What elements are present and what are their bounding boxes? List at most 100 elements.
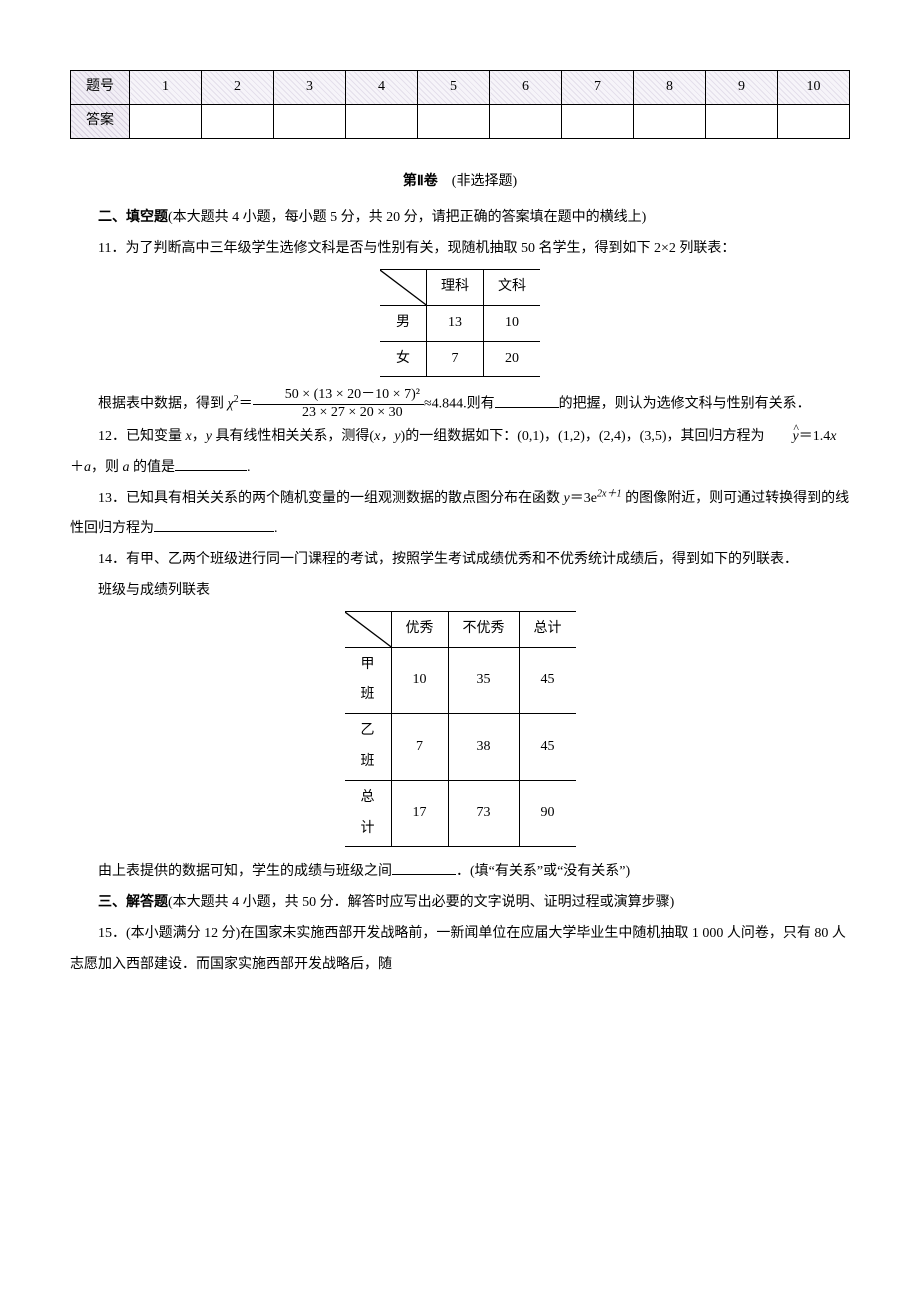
q11-table-cell: 7 bbox=[427, 341, 484, 377]
q11-table-col-1: 理科 bbox=[427, 269, 484, 305]
comma: ， bbox=[192, 429, 206, 444]
period: . bbox=[247, 460, 251, 475]
q14-table-rowlabel: 甲班 bbox=[345, 647, 392, 714]
q11-table: 理科 文科 男 13 10 女 7 20 bbox=[380, 269, 540, 377]
answer-grid-col-7: 7 bbox=[562, 71, 634, 105]
section2-heading: 二、填空题 bbox=[98, 210, 168, 225]
answer-grid-cell bbox=[490, 104, 562, 138]
eq-sign: ＝ bbox=[239, 397, 253, 412]
answer-grid-cell bbox=[418, 104, 490, 138]
answer-grid-col-5: 5 bbox=[418, 71, 490, 105]
q14-table-cell: 38 bbox=[448, 714, 519, 781]
answer-grid-cell bbox=[562, 104, 634, 138]
section3-heading: 三、解答题 bbox=[98, 895, 168, 910]
answer-grid-cell bbox=[778, 104, 850, 138]
q14-tail: 由上表提供的数据可知，学生的成绩与班级之间 ．(填“有关系”或“没有关系”) bbox=[70, 857, 850, 888]
q14-tail-a: 由上表提供的数据可知，学生的成绩与班级之间 bbox=[98, 864, 392, 879]
part2-heading: 第Ⅱ卷 (非选择题) bbox=[70, 167, 850, 198]
answer-grid-cell bbox=[202, 104, 274, 138]
answer-grid-table: 题号 1 2 3 4 5 6 7 8 9 10 答案 bbox=[70, 70, 850, 139]
q14-tail-b: ．(填“有关系”或“没有关系”) bbox=[456, 864, 630, 879]
q12-text: 12．已知变量 x，y 具有线性相关关系，测得(x，y)的一组数据如下：(0,1… bbox=[70, 422, 850, 484]
q14-table-cell: 45 bbox=[519, 714, 576, 781]
section3-answer-intro: 三、解答题(本大题共 4 小题，共 50 分．解答时应写出必要的文字说明、证明过… bbox=[70, 888, 850, 919]
section3-heading-tail: (本大题共 4 小题，共 50 分．解答时应写出必要的文字说明、证明过程或演算步… bbox=[168, 895, 674, 910]
q11-table-diag bbox=[380, 269, 427, 305]
answer-grid-rowlabel-answer: 答案 bbox=[71, 104, 130, 138]
q11-approx: ≈4.844.则有 bbox=[424, 397, 495, 412]
q14-table-cell: 7 bbox=[391, 714, 448, 781]
blank-line bbox=[154, 517, 274, 533]
q12-eqn-rest: ＝1.4 bbox=[799, 429, 831, 444]
q14-text: 14．有甲、乙两个班级进行同一门课程的考试，按照学生考试成绩优秀和不优秀统计成绩… bbox=[70, 545, 850, 576]
answer-grid-col-8: 8 bbox=[634, 71, 706, 105]
q12-seg: 的值是 bbox=[130, 460, 176, 475]
q12-seg: ，则 bbox=[91, 460, 123, 475]
q11-table-col-2: 文科 bbox=[484, 269, 541, 305]
q11-fraction: 50 × (13 × 20－10 × 7)²23 × 27 × 20 × 30 bbox=[253, 387, 424, 422]
var-x: x bbox=[830, 429, 836, 444]
q12-seg: )的一组数据如下：(0,1)，(1,2)，(2,4)，(3,5)，其回归方程为 bbox=[401, 429, 765, 444]
answer-grid-col-9: 9 bbox=[706, 71, 778, 105]
q14-table-cell: 90 bbox=[519, 780, 576, 847]
q11-table-cell: 20 bbox=[484, 341, 541, 377]
pair-xy: x，y bbox=[374, 429, 400, 444]
q12-seg: 具有线性相关关系，测得( bbox=[212, 429, 374, 444]
answer-grid-col-2: 2 bbox=[202, 71, 274, 105]
q14-caption: 班级与成绩列联表 bbox=[70, 576, 850, 607]
q11-table-rowlabel: 女 bbox=[380, 341, 427, 377]
q14-table-cell: 73 bbox=[448, 780, 519, 847]
q11-formula-line: 根据表中数据，得到 χ2＝50 × (13 × 20－10 × 7)²23 × … bbox=[70, 387, 850, 422]
q14-table-col: 总计 bbox=[519, 611, 576, 647]
q15-text: 15．(本小题满分 12 分)在国家未实施西部开发战略前，一新闻单位在应届大学毕… bbox=[70, 919, 850, 981]
q14-table-cell: 10 bbox=[391, 647, 448, 714]
answer-grid-cell bbox=[706, 104, 778, 138]
blank-line bbox=[495, 392, 559, 408]
q11-frac-num: 50 × (13 × 20－10 × 7)² bbox=[253, 387, 424, 405]
diagonal-icon bbox=[380, 270, 426, 305]
q11-formula-pre: 根据表中数据，得到 bbox=[98, 397, 228, 412]
answer-grid-col-1: 1 bbox=[130, 71, 202, 105]
period: . bbox=[274, 521, 278, 536]
q11-tail: 的把握，则认为选修文科与性别有关系． bbox=[559, 397, 811, 412]
answer-grid-cell bbox=[634, 104, 706, 138]
answer-grid-rowlabel-number: 题号 bbox=[71, 71, 130, 105]
answer-grid-col-4: 4 bbox=[346, 71, 418, 105]
plus-sign: ＋ bbox=[70, 460, 84, 475]
blank-line bbox=[175, 455, 247, 471]
part2-label: 第Ⅱ卷 bbox=[403, 174, 438, 189]
q13-fn: ＝3e bbox=[570, 491, 597, 506]
q11-table-cell: 10 bbox=[484, 305, 541, 341]
var-a: a bbox=[123, 460, 130, 475]
var-a: a bbox=[84, 460, 91, 475]
q14-table: 优秀 不优秀 总计 甲班 10 35 45 乙班 7 38 45 总计 17 7… bbox=[345, 611, 576, 848]
answer-grid-cell bbox=[274, 104, 346, 138]
q14-table-col: 优秀 bbox=[391, 611, 448, 647]
q14-table-cell: 35 bbox=[448, 647, 519, 714]
q14-table-diag bbox=[345, 611, 392, 647]
q11-table-rowlabel: 男 bbox=[380, 305, 427, 341]
q14-table-col: 不优秀 bbox=[448, 611, 519, 647]
answer-grid-cell bbox=[130, 104, 202, 138]
q14-table-cell: 17 bbox=[391, 780, 448, 847]
exp-2x1: 2x＋1 bbox=[597, 488, 622, 499]
q11-frac-den: 23 × 27 × 20 × 30 bbox=[253, 405, 424, 422]
q11-text: 11．为了判断高中三年级学生选修文科是否与性别有关，现随机抽取 50 名学生，得… bbox=[70, 234, 850, 265]
q13-seg: 13．已知具有相关关系的两个随机变量的一组观测数据的散点图分布在函数 bbox=[98, 491, 564, 506]
blank-line bbox=[392, 860, 456, 876]
answer-grid-col-10: 10 bbox=[778, 71, 850, 105]
section2-fillblank-intro: 二、填空题(本大题共 4 小题，每小题 5 分，共 20 分，请把正确的答案填在… bbox=[70, 203, 850, 234]
q12-seg: 12．已知变量 bbox=[98, 429, 186, 444]
q14-table-rowlabel: 总计 bbox=[345, 780, 392, 847]
q11-table-cell: 13 bbox=[427, 305, 484, 341]
q14-table-rowlabel: 乙班 bbox=[345, 714, 392, 781]
answer-grid-cell bbox=[346, 104, 418, 138]
part2-paren: (非选择题) bbox=[452, 174, 517, 189]
q14-table-cell: 45 bbox=[519, 647, 576, 714]
answer-grid-col-6: 6 bbox=[490, 71, 562, 105]
var-y-hat: y bbox=[765, 422, 799, 453]
q13-text: 13．已知具有相关关系的两个随机变量的一组观测数据的散点图分布在函数 y＝3e2… bbox=[70, 484, 850, 546]
answer-grid-col-3: 3 bbox=[274, 71, 346, 105]
section2-heading-tail: (本大题共 4 小题，每小题 5 分，共 20 分，请把正确的答案填在题中的横线… bbox=[168, 210, 646, 225]
diagonal-icon bbox=[345, 612, 391, 647]
